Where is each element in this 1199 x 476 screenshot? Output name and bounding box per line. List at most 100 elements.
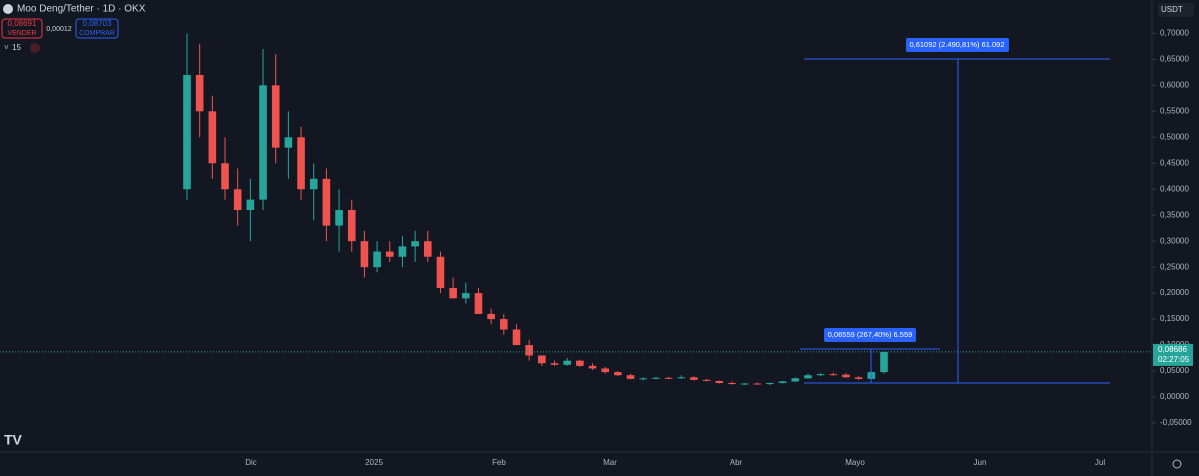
candle-body xyxy=(195,74,204,112)
candle-body xyxy=(740,383,749,385)
candle-body xyxy=(854,377,863,379)
measure-label: 0,06559 (267,40%) 6.559 xyxy=(828,330,913,339)
x-tick-label: Jun xyxy=(974,458,987,467)
candle-body xyxy=(259,85,267,200)
candle-body xyxy=(360,241,369,268)
candle-body xyxy=(449,287,457,299)
candle-body xyxy=(373,251,381,268)
candle-body xyxy=(385,251,394,257)
candle-body xyxy=(233,189,242,211)
candle-body xyxy=(791,378,800,382)
measure-box xyxy=(906,38,1009,52)
candle-body xyxy=(183,74,191,190)
y-tick-label: 0,25000 xyxy=(1160,262,1189,271)
candle-body xyxy=(436,256,445,288)
candle-body xyxy=(626,375,635,379)
measure-box xyxy=(824,328,916,342)
y-tick-label: 0,00000 xyxy=(1160,392,1189,401)
candle-body xyxy=(829,374,838,376)
indicator-count[interactable]: 15 xyxy=(12,43,21,52)
candle-body xyxy=(461,293,470,299)
x-tick-label: Feb xyxy=(492,458,506,467)
collapse-icon[interactable]: ˅ xyxy=(4,43,9,52)
candle-body xyxy=(512,329,521,346)
candle-body xyxy=(804,375,812,379)
candle-body xyxy=(588,365,597,369)
candle-body xyxy=(715,380,724,383)
y-tick-label: 0,40000 xyxy=(1160,184,1189,193)
candle-body xyxy=(347,210,356,242)
spread: 0,00012 xyxy=(46,26,71,33)
candle-body xyxy=(246,199,255,211)
candle-body xyxy=(423,241,432,257)
alert-icon[interactable] xyxy=(30,43,40,53)
candle-body xyxy=(576,360,584,366)
symbol-icon xyxy=(3,4,13,14)
candle-body xyxy=(474,293,483,314)
candle-body xyxy=(677,377,686,379)
y-tick-label: 0,35000 xyxy=(1160,210,1189,219)
y-tick-label: 0,70000 xyxy=(1160,28,1189,37)
y-tick-label: 0,65000 xyxy=(1160,54,1189,63)
candle-body xyxy=(563,360,571,365)
x-tick-label: 2025 xyxy=(365,458,383,467)
candle-body xyxy=(766,383,774,385)
candle-body xyxy=(500,319,508,330)
y-tick-label: -0,05000 xyxy=(1160,418,1192,427)
candle-body xyxy=(778,381,787,383)
last-price-label: 0,08686 xyxy=(1158,345,1187,354)
x-tick-label: Mayo xyxy=(845,458,865,467)
x-tick-label: Abr xyxy=(730,458,743,467)
last-price-box xyxy=(1153,343,1193,366)
candle-body xyxy=(398,246,407,257)
candle-body xyxy=(550,363,559,365)
buy-label[interactable]: COMPRAR xyxy=(79,30,115,37)
candle-body xyxy=(284,137,293,148)
y-tick-label: 0,50000 xyxy=(1160,132,1189,141)
y-tick-label: 0,60000 xyxy=(1160,80,1189,89)
candle-body xyxy=(525,345,533,356)
candle-body xyxy=(221,163,229,190)
measure-label: 0,61092 (2.490,81%) 61.092 xyxy=(909,40,1004,49)
x-tick-label: Mar xyxy=(603,458,617,467)
buy-button[interactable] xyxy=(75,18,119,39)
x-tick-label: Jul xyxy=(1095,458,1105,467)
candle-body xyxy=(322,178,331,226)
candle-body xyxy=(601,368,610,373)
sell-button[interactable] xyxy=(1,18,43,39)
chart-title: Moo Deng/Tether · 1D · OKX xyxy=(17,4,146,15)
candle-body xyxy=(271,85,280,148)
candle-body xyxy=(411,241,419,247)
buy-price[interactable]: 0,08703 xyxy=(83,19,112,28)
candle-body xyxy=(753,383,762,385)
logo: TV xyxy=(4,432,23,448)
y-tick-label: 0,05000 xyxy=(1160,366,1189,375)
candle-body xyxy=(664,377,673,379)
y-tick-label: 0,30000 xyxy=(1160,236,1189,245)
candle-body xyxy=(297,137,305,190)
candle-body xyxy=(702,379,711,381)
candle-body xyxy=(208,111,217,164)
currency[interactable]: USDT xyxy=(1161,5,1183,14)
currency-button[interactable] xyxy=(1158,3,1194,17)
candle-body xyxy=(335,210,343,226)
candle-body xyxy=(816,374,825,376)
candle-body xyxy=(842,374,850,378)
candle-body xyxy=(728,383,736,385)
settings-icon[interactable] xyxy=(1172,459,1182,469)
candle-body xyxy=(880,351,888,373)
candle-body xyxy=(538,355,546,364)
candle-body xyxy=(690,377,698,380)
candle-body xyxy=(487,313,495,320)
y-tick-label: 0,15000 xyxy=(1160,314,1189,323)
candle-body xyxy=(652,377,660,379)
y-tick-label: 0,55000 xyxy=(1160,106,1189,115)
y-tick-label: 0,45000 xyxy=(1160,158,1189,167)
candle-body xyxy=(639,378,648,380)
sell-price[interactable]: 0,08691 xyxy=(8,19,37,28)
sell-label[interactable]: VENDER xyxy=(7,30,36,37)
x-tick-label: Dic xyxy=(245,458,257,467)
